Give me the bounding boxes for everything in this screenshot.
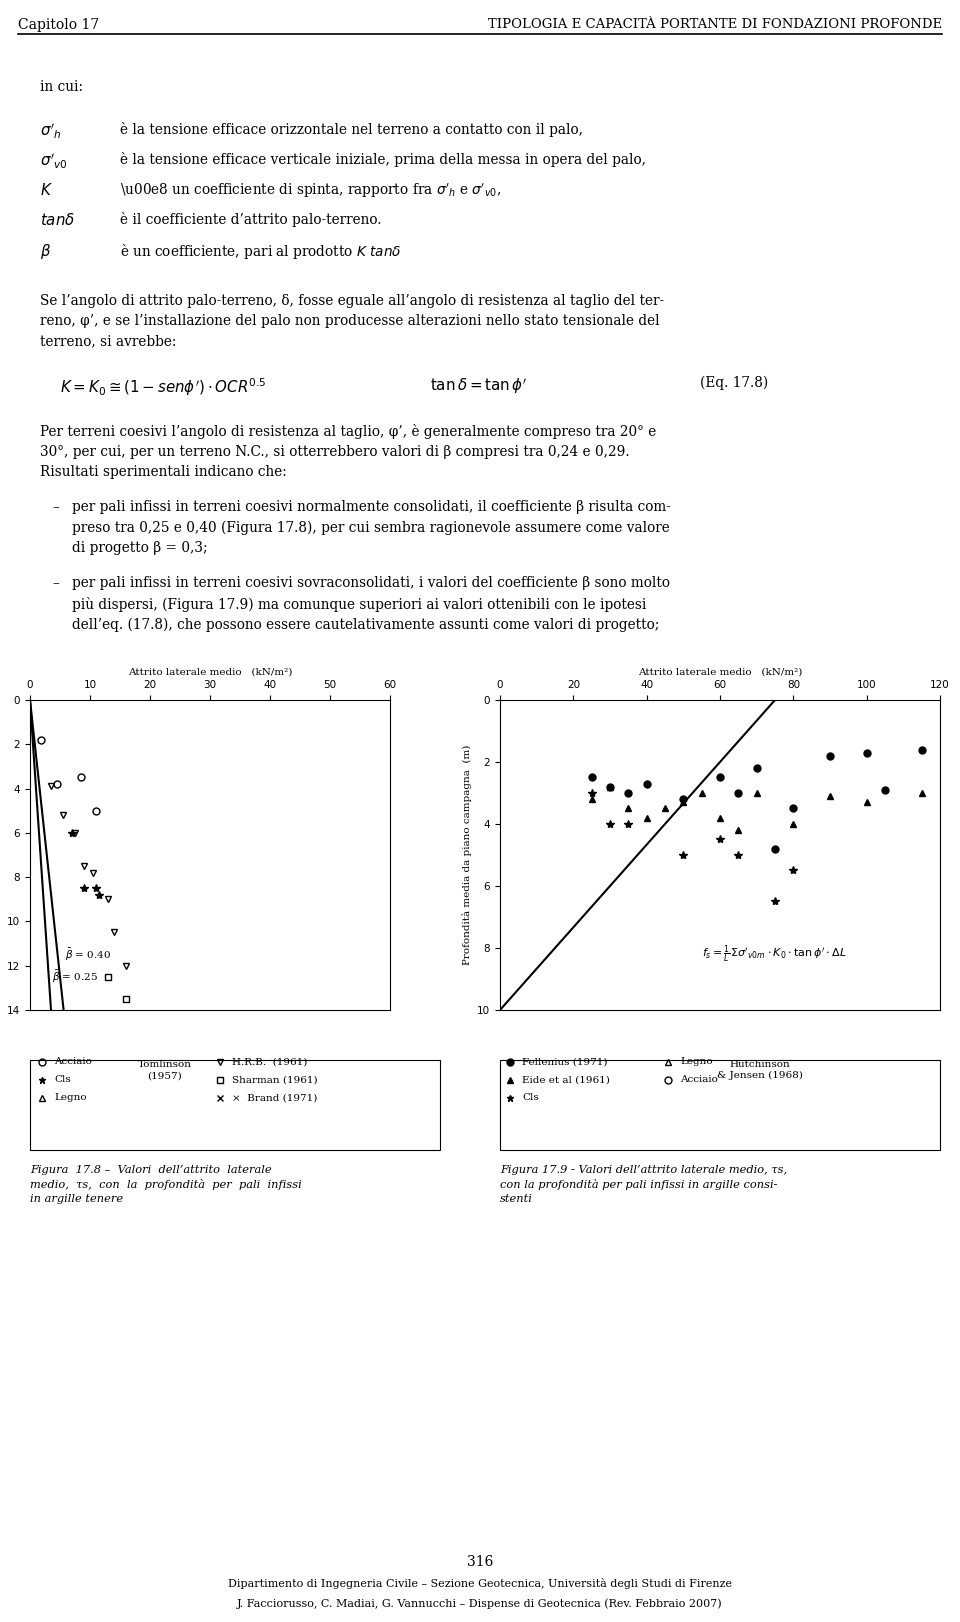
Text: H.R.B.  (1961): H.R.B. (1961) — [232, 1058, 307, 1067]
Text: Figura  17.8 –  Valori  dell’attrito  laterale
medio,  τs,  con  la  profondità : Figura 17.8 – Valori dell’attrito latera… — [30, 1165, 301, 1205]
Text: Dipartimento di Ingegneria Civile – Sezione Geotecnica, Università degli Studi d: Dipartimento di Ingegneria Civile – Sezi… — [228, 1578, 732, 1590]
Text: Legno: Legno — [54, 1093, 86, 1103]
Text: Eide et al (1961): Eide et al (1961) — [522, 1075, 610, 1085]
Text: è un coefficiente, pari al prodotto $K$ $tan\delta$: è un coefficiente, pari al prodotto $K$ … — [120, 242, 401, 261]
Text: per pali infissi in terreni coesivi sovraconsolidati, i valori del coefficiente : per pali infissi in terreni coesivi sovr… — [72, 576, 670, 633]
Text: Capitolo 17: Capitolo 17 — [18, 18, 99, 32]
Text: $\beta$: $\beta$ — [40, 242, 51, 261]
Text: J. Facciorusso, C. Madiai, G. Vannucchi – Dispense di Geotecnica (Rev. Febbraio : J. Facciorusso, C. Madiai, G. Vannucchi … — [237, 1598, 723, 1609]
Text: Legno: Legno — [680, 1058, 712, 1067]
Y-axis label: Profondità media da piano campagna  (m): Profondità media da piano campagna (m) — [462, 744, 471, 965]
Text: TIPOLOGIA E CAPACITÀ PORTANTE DI FONDAZIONI PROFONDE: TIPOLOGIA E CAPACITÀ PORTANTE DI FONDAZI… — [488, 18, 942, 31]
Text: \u00e8 un coefficiente di spinta, rapporto fra $\sigma'_h$ e $\sigma'_{v0}$,: \u00e8 un coefficiente di spinta, rappor… — [120, 182, 501, 200]
Text: Per terreni coesivi l’angolo di resistenza al taglio, φ’, è generalmente compres: Per terreni coesivi l’angolo di resisten… — [40, 423, 657, 478]
Text: $\bar{\beta}$ = 0.25: $\bar{\beta}$ = 0.25 — [52, 968, 98, 985]
Bar — [500, 1061, 940, 1150]
Text: $tan\delta$: $tan\delta$ — [40, 212, 75, 229]
Text: –: – — [52, 500, 59, 514]
Text: Figura 17.9 - Valori dell’attrito laterale medio, τs,
con la profondità per pali: Figura 17.9 - Valori dell’attrito latera… — [500, 1165, 787, 1205]
X-axis label: Attrito laterale medio   (kN/m²): Attrito laterale medio (kN/m²) — [128, 668, 292, 676]
Y-axis label: Profondità media da piano campagna  (m): Profondità media da piano campagna (m) — [0, 744, 2, 965]
Text: Tomlinson
(1957): Tomlinson (1957) — [138, 1061, 192, 1080]
Text: $\sigma'_{v0}$: $\sigma'_{v0}$ — [40, 152, 68, 172]
Text: in cui:: in cui: — [40, 79, 83, 94]
Text: $\bar{\beta}$ = 0.40: $\bar{\beta}$ = 0.40 — [64, 947, 111, 963]
Text: Fellenius (1971): Fellenius (1971) — [522, 1058, 608, 1067]
Text: Sharman (1961): Sharman (1961) — [232, 1075, 318, 1085]
Text: Hutchinson
& Jensen (1968): Hutchinson & Jensen (1968) — [717, 1061, 803, 1080]
X-axis label: Attrito laterale medio   (kN/m²): Attrito laterale medio (kN/m²) — [637, 668, 803, 676]
Text: $K$: $K$ — [40, 182, 53, 198]
Text: $\tan\delta = \tan\phi'$: $\tan\delta = \tan\phi'$ — [430, 376, 527, 396]
Text: è la tensione efficace verticale iniziale, prima della messa in opera del palo,: è la tensione efficace verticale inizial… — [120, 152, 646, 167]
Text: $K = K_0 \cong (1 - sen\phi') \cdot OCR^{0.5}$: $K = K_0 \cong (1 - sen\phi') \cdot OCR^… — [60, 376, 267, 397]
Text: Se l’angolo di attrito palo-terreno, δ, fosse eguale all’angolo di resistenza al: Se l’angolo di attrito palo-terreno, δ, … — [40, 294, 664, 349]
Text: per pali infissi in terreni coesivi normalmente consolidati, il coefficiente β r: per pali infissi in terreni coesivi norm… — [72, 500, 671, 555]
Text: Cls: Cls — [54, 1075, 71, 1085]
Text: ×  Brand (1971): × Brand (1971) — [232, 1093, 318, 1103]
Text: Cls: Cls — [522, 1093, 539, 1103]
Text: $f_s = \frac{1}{L}\Sigma\sigma'_{v0m} \cdot K_0 \cdot \tan\phi' \cdot \Delta L$: $f_s = \frac{1}{L}\Sigma\sigma'_{v0m} \c… — [702, 944, 847, 965]
Text: (Eq. 17.8): (Eq. 17.8) — [700, 376, 768, 391]
Text: 316: 316 — [467, 1555, 493, 1568]
Text: è il coefficiente d’attrito palo-terreno.: è il coefficiente d’attrito palo-terreno… — [120, 212, 381, 227]
Bar — [30, 1061, 440, 1150]
Text: è la tensione efficace orizzontale nel terreno a contatto con il palo,: è la tensione efficace orizzontale nel t… — [120, 122, 583, 136]
Text: –: – — [52, 576, 59, 590]
Text: Acciaio: Acciaio — [680, 1075, 718, 1085]
Text: $\sigma'_h$: $\sigma'_h$ — [40, 122, 61, 141]
Text: Acciaio: Acciaio — [54, 1058, 92, 1067]
